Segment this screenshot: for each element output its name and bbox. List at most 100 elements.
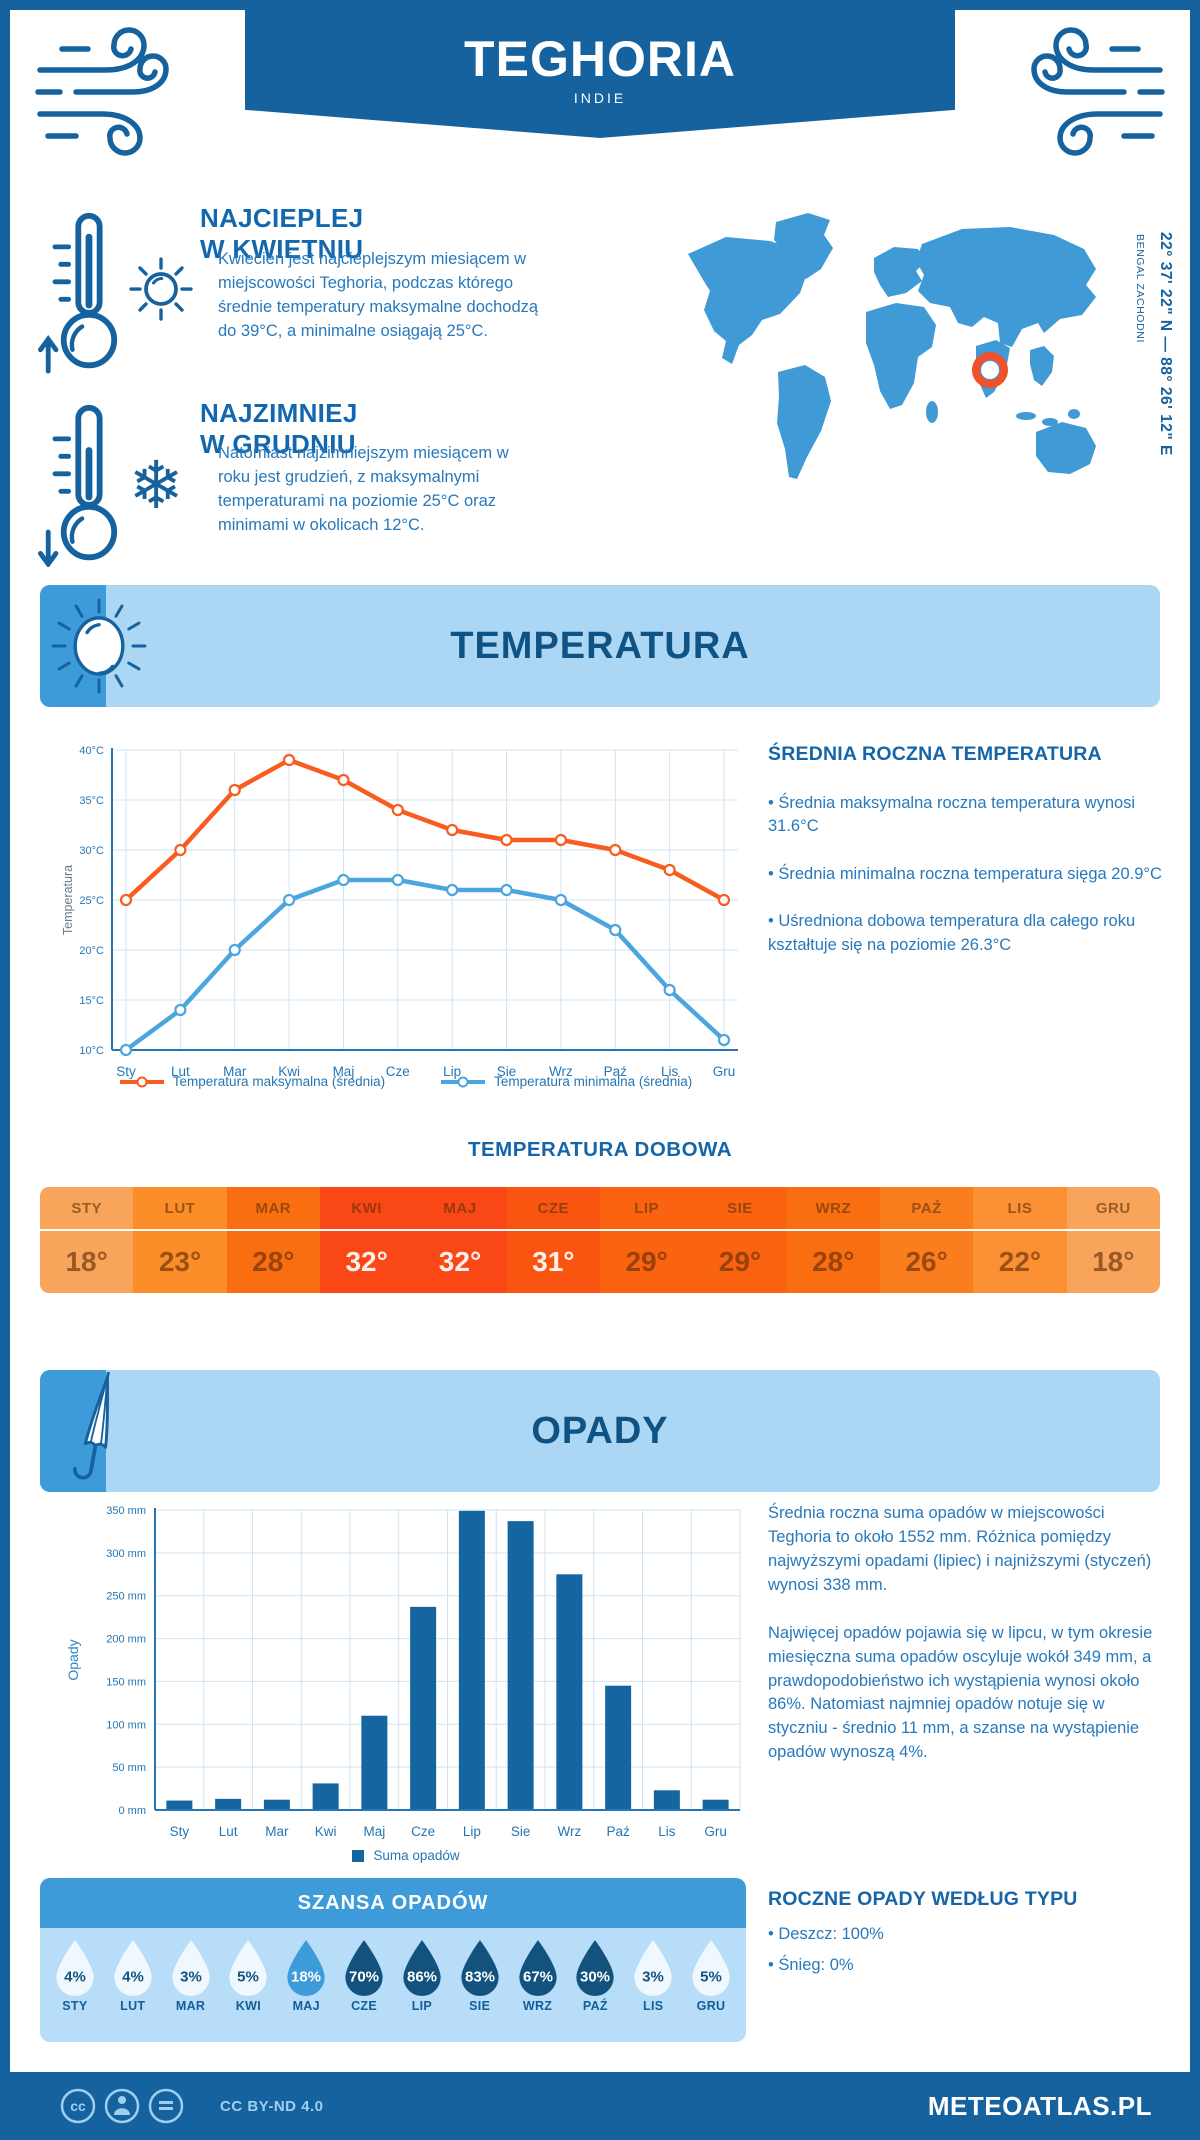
drop-month: LIP: [411, 1999, 433, 2013]
svg-text:50 mm: 50 mm: [112, 1762, 146, 1774]
drop-value: 86%: [407, 1969, 437, 1986]
daily-temperature-table: STY 18° LUT 23° MAR 28° KWI 32° MAJ 32° CZE 31° LIP 2…: [40, 1187, 1160, 1293]
month-cell: LIS: [1007, 1199, 1033, 1217]
svg-text:Lis: Lis: [661, 1064, 679, 1079]
precipitation-type-block: ROCZNE OPADY WEDŁUG TYPU • Deszcz: 100% •…: [768, 1888, 1166, 1986]
temperature-chart-legend: Temperatura maksymalna (średnia) Temperat…: [60, 1074, 752, 1089]
svg-text:30°C: 30°C: [79, 845, 104, 857]
value-cell: 32°: [319, 1229, 414, 1293]
precip-chance-item: 4% STY: [46, 1938, 104, 2038]
svg-text:150 mm: 150 mm: [106, 1676, 146, 1688]
sun-icon: [129, 257, 193, 321]
drop-month: GRU: [696, 1999, 726, 2013]
water-drop-icon: 3%: [171, 1940, 210, 1996]
drop-month: KWI: [235, 1999, 261, 2013]
precip-chance-item: 83% SIE: [451, 1938, 509, 2038]
water-drop-icon: 30%: [576, 1940, 615, 1996]
stat-item: • Średnia maksymalna roczna temperatura …: [768, 794, 1136, 836]
svg-text:Maj: Maj: [333, 1064, 355, 1079]
temperature-stats-list: • Średnia maksymalna roczna temperatura …: [768, 792, 1166, 957]
cc-by-person-icon: [104, 2088, 140, 2124]
svg-text:15°C: 15°C: [79, 995, 104, 1007]
drop-value: 3%: [642, 1969, 664, 1986]
series-min: [119, 873, 731, 1057]
svg-text:Cze: Cze: [386, 1064, 410, 1079]
value-cell: 23°: [133, 1229, 227, 1293]
drop-month: STY: [62, 1999, 88, 2013]
svg-text:cc: cc: [70, 2098, 86, 2114]
precipitation-section-title: OPADY: [531, 1409, 669, 1452]
drop-value: 3%: [180, 1969, 202, 1986]
month-cell: SIE: [727, 1199, 753, 1217]
legend-square-icon: [352, 1849, 365, 1862]
cc-license-icons: cc: [60, 2088, 184, 2124]
coordinates-label: 22° 37' 22" N — 88° 26' 12" E: [1157, 232, 1174, 456]
precip-chance-item: 70% CZE: [335, 1938, 393, 2038]
precip-chance-item: 67% WRZ: [509, 1938, 567, 2038]
drop-month: SIE: [469, 1999, 491, 2013]
drop-month: WRZ: [522, 1999, 553, 2013]
month-cell: KWI: [351, 1199, 382, 1217]
svg-text:Lip: Lip: [443, 1064, 461, 1079]
precip-chance-item: 5% GRU: [682, 1938, 740, 2038]
svg-text:Sie: Sie: [497, 1064, 517, 1079]
svg-text:Sie: Sie: [511, 1824, 531, 1839]
table-column: CZE 31°: [506, 1187, 600, 1293]
temperature-stats-title: ŚREDNIA ROCZNA TEMPERATURA: [768, 743, 1102, 765]
precipitation-bar-chart: 0 mm 50 mm 100 mm 150 mm 200 mm 250 mm 300 mm 3…: [65, 1505, 741, 1839]
table-column: LUT 23°: [133, 1187, 227, 1293]
svg-text:❄: ❄: [128, 448, 183, 522]
month-cell: STY: [71, 1199, 102, 1217]
drop-month: MAJ: [292, 1999, 320, 2013]
svg-text:Paź: Paź: [606, 1824, 630, 1839]
x-axis-ticks: Sty Lut Mar Kwi Maj Cze Lip Sie Wrz Paź Lis Gru: [116, 1064, 735, 1079]
svg-text:Lut: Lut: [171, 1064, 190, 1079]
drop-value: 5%: [700, 1969, 722, 1986]
table-column: KWI 32°: [319, 1187, 414, 1293]
svg-text:350 mm: 350 mm: [106, 1505, 146, 1517]
svg-text:Kwi: Kwi: [278, 1064, 300, 1079]
precip-chance-title: SZANSA OPADÓW: [40, 1878, 746, 1928]
table-column: MAJ 32°: [413, 1187, 507, 1293]
svg-text:40°C: 40°C: [79, 745, 104, 757]
daily-temperature-title: TEMPERATURA DOBOWA: [467, 1138, 733, 1161]
svg-text:25°C: 25°C: [79, 895, 104, 907]
svg-text:20°C: 20°C: [79, 945, 104, 957]
precipitation-text: Średnia roczna suma opadów w miejscowośc…: [768, 1502, 1166, 1789]
svg-text:Paź: Paź: [604, 1064, 628, 1079]
svg-text:Wrz: Wrz: [549, 1064, 573, 1079]
drop-month: LIS: [643, 1999, 664, 2013]
precip-chance-item: 3% LIS: [624, 1938, 682, 2038]
water-drop-icon: 70%: [345, 1940, 383, 1996]
value-cell: 28°: [786, 1229, 880, 1293]
precip-chance-item: 5% KWI: [219, 1938, 277, 2038]
table-column: SIE 29°: [693, 1187, 787, 1293]
legend-item: Suma opadów: [352, 1848, 460, 1863]
precip-chance-item: 30% PAŹ: [566, 1938, 624, 2038]
month-cell: GRU: [1095, 1199, 1131, 1217]
precipitation-paragraph: Średnia roczna suma opadów w miejscowośc…: [768, 1504, 1152, 1594]
svg-text:10°C: 10°C: [79, 1045, 104, 1057]
drop-value: 4%: [122, 1969, 144, 1986]
brand-label: METEOATLAS.PL: [927, 2090, 1152, 2121]
legend-label: Temperatura maksymalna (średnia): [172, 1074, 386, 1089]
svg-text:250 mm: 250 mm: [106, 1591, 146, 1603]
drop-value: 70%: [349, 1969, 379, 1986]
cc-nd-icon: [148, 2088, 184, 2124]
location-marker-icon: [972, 352, 1008, 388]
temperature-stats: ŚREDNIA ROCZNA TEMPERATURA • Średnia mak…: [768, 743, 1166, 981]
value-cell: 26°: [879, 1229, 974, 1293]
temperature-line-chart: 10°C 15°C 20°C 25°C 30°C 35°C 40°C Sty Lut Mar Kwi…: [61, 745, 738, 1079]
precip-chance-drops: 4% STY 4% LUT 3% MAR 5% KWI 18% MAJ 70% CZE 86% LIP 83…: [40, 1928, 746, 2042]
highlight-text: Kwiecień jest najcieplejszym miesiącem w…: [218, 250, 539, 340]
continents: [688, 213, 1096, 479]
water-drop-icon: 83%: [461, 1940, 499, 1996]
precip-chance-item: 18% MAJ: [277, 1938, 335, 2038]
world-map: [688, 213, 1096, 479]
license-label: CC BY-ND 4.0: [220, 2097, 324, 2115]
temperature-section-title: TEMPERATURA: [450, 624, 750, 667]
wind-icon: [1031, 27, 1165, 156]
region-label: BENGAL ZACHODNI: [1134, 234, 1146, 343]
legend-marker-icon: [441, 1076, 486, 1087]
